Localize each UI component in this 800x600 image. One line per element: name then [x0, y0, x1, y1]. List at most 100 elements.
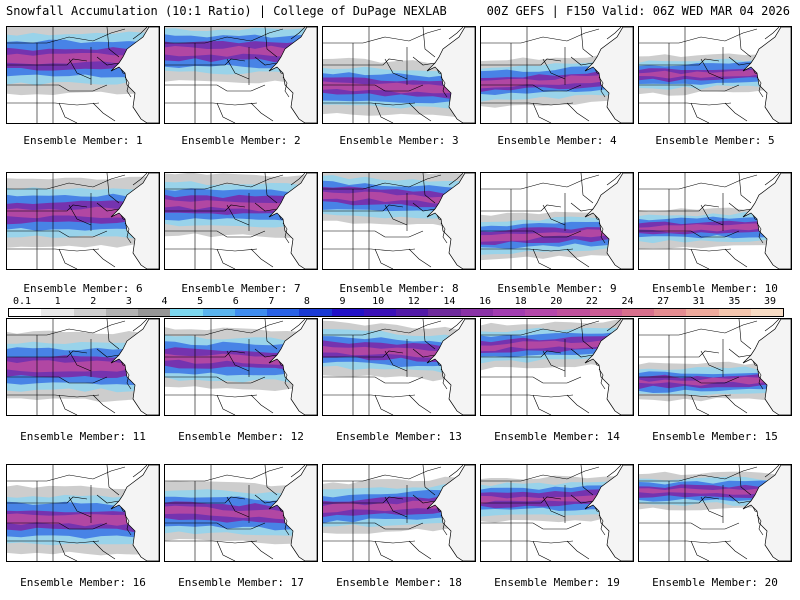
snowfall-map — [639, 465, 791, 561]
colorbar-swatch — [138, 309, 171, 316]
ensemble-member-map — [322, 318, 476, 416]
ensemble-member-label: Ensemble Member: 7 — [181, 282, 301, 295]
colorbar-swatch — [170, 309, 203, 316]
colorbar-swatch — [41, 309, 74, 316]
ensemble-member-map — [322, 464, 476, 562]
colorbar-tick-label: 9 — [339, 296, 346, 307]
ensemble-member-map — [164, 318, 318, 416]
ensemble-member-map — [638, 464, 792, 562]
colorbar-swatch — [718, 309, 751, 316]
snowfall-map — [323, 465, 475, 561]
colorbar-swatch — [363, 309, 396, 316]
colorbar-swatch — [234, 309, 267, 316]
snowfall-map — [165, 465, 317, 561]
colorbar-swatch — [105, 309, 138, 316]
ensemble-member-label: Ensemble Member: 17 — [178, 576, 304, 589]
snowfall-map — [7, 319, 159, 415]
ensemble-member-label: Ensemble Member: 8 — [339, 282, 459, 295]
ensemble-member-label: Ensemble Member: 16 — [20, 576, 146, 589]
ensemble-member-label: Ensemble Member: 13 — [336, 430, 462, 443]
model-run-info: 00Z GEFS | F150 Valid: 06Z WED MAR 04 20… — [486, 4, 790, 18]
snowfall-map — [481, 465, 633, 561]
colorbar-tick-label: 24 — [621, 296, 634, 307]
colorbar-tick-label: 2 — [90, 296, 97, 307]
colorbar-swatch — [589, 309, 622, 316]
ensemble-member-label: Ensemble Member: 18 — [336, 576, 462, 589]
colorbar-tick-label: 5 — [197, 296, 204, 307]
colorbar-tick-labels: 0.1 1 2 3 4 5 6 7 8 9 10 12 14 16 18 20 22 24 27 31 35 39 — [8, 296, 784, 308]
ensemble-member-label: Ensemble Member: 10 — [652, 282, 778, 295]
colorbar-tick-label: 4 — [161, 296, 168, 307]
ensemble-member-map — [6, 172, 160, 270]
snowfall-map — [481, 27, 633, 123]
ensemble-member-label: Ensemble Member: 1 — [23, 134, 143, 147]
colorbar-tick-label: 22 — [585, 296, 598, 307]
colorbar-tick-label: 3 — [125, 296, 132, 307]
ensemble-member-label: Ensemble Member: 3 — [339, 134, 459, 147]
ensemble-member-map — [6, 26, 160, 124]
ensemble-member-map — [322, 26, 476, 124]
ensemble-member-map — [480, 464, 634, 562]
snowfall-map — [639, 27, 791, 123]
snowfall-map — [7, 27, 159, 123]
ensemble-member-label: Ensemble Member: 19 — [494, 576, 620, 589]
colorbar-swatch — [299, 309, 332, 316]
colorbar-tick-label: 31 — [692, 296, 705, 307]
ensemble-member-map — [480, 26, 634, 124]
ensemble-member-map — [638, 318, 792, 416]
colorbar-swatch — [492, 309, 525, 316]
colorbar-swatch — [73, 309, 106, 316]
colorbar-tick-label: 0.1 — [12, 296, 32, 307]
ensemble-member-map — [6, 464, 160, 562]
colorbar-tick-label: 6 — [232, 296, 239, 307]
colorbar-swatch — [331, 309, 364, 316]
snowfall-map — [481, 173, 633, 269]
ensemble-member-map — [480, 318, 634, 416]
colorbar-tick-label: 1 — [54, 296, 61, 307]
colorbar-tick-label: 27 — [657, 296, 670, 307]
ensemble-member-map — [6, 318, 160, 416]
ensemble-member-label: Ensemble Member: 4 — [497, 134, 617, 147]
colorbar-swatch — [267, 309, 300, 316]
snowfall-map — [323, 173, 475, 269]
snowfall-map — [323, 319, 475, 415]
ensemble-member-label: Ensemble Member: 12 — [178, 430, 304, 443]
ensemble-member-label: Ensemble Member: 20 — [652, 576, 778, 589]
ensemble-member-label: Ensemble Member: 9 — [497, 282, 617, 295]
ensemble-member-map — [638, 26, 792, 124]
colorbar-swatch — [428, 309, 461, 316]
colorbar-tick-label: 7 — [268, 296, 275, 307]
ensemble-member-map — [164, 464, 318, 562]
snowfall-map — [639, 319, 791, 415]
colorbar-swatch — [525, 309, 558, 316]
colorbar-swatch — [654, 309, 687, 316]
colorbar-tick-label: 8 — [303, 296, 310, 307]
colorbar-swatch — [750, 309, 783, 316]
ensemble-member-label: Ensemble Member: 14 — [494, 430, 620, 443]
colorbar-swatch — [686, 309, 719, 316]
colorbar-swatch — [557, 309, 590, 316]
snowfall-map — [7, 173, 159, 269]
map-title: Snowfall Accumulation (10:1 Ratio) | Col… — [6, 4, 447, 18]
snowfall-map — [639, 173, 791, 269]
colorbar-tick-label: 10 — [372, 296, 385, 307]
ensemble-member-label: Ensemble Member: 5 — [655, 134, 775, 147]
ensemble-member-map — [322, 172, 476, 270]
ensemble-member-map — [480, 172, 634, 270]
ensemble-member-label: Ensemble Member: 15 — [652, 430, 778, 443]
colorbar-swatch — [202, 309, 235, 316]
ensemble-member-label: Ensemble Member: 2 — [181, 134, 301, 147]
ensemble-member-map — [164, 172, 318, 270]
snowfall-map — [165, 319, 317, 415]
colorbar-tick-label: 16 — [479, 296, 492, 307]
colorbar-swatch — [621, 309, 654, 316]
snowfall-map — [165, 27, 317, 123]
colorbar-tick-label: 20 — [550, 296, 563, 307]
snowfall-colorbar — [8, 308, 784, 317]
colorbar-tick-label: 18 — [514, 296, 527, 307]
snowfall-map — [165, 173, 317, 269]
snowfall-map — [481, 319, 633, 415]
colorbar-swatch — [460, 309, 493, 316]
snowfall-map — [7, 465, 159, 561]
ensemble-member-label: Ensemble Member: 11 — [20, 430, 146, 443]
